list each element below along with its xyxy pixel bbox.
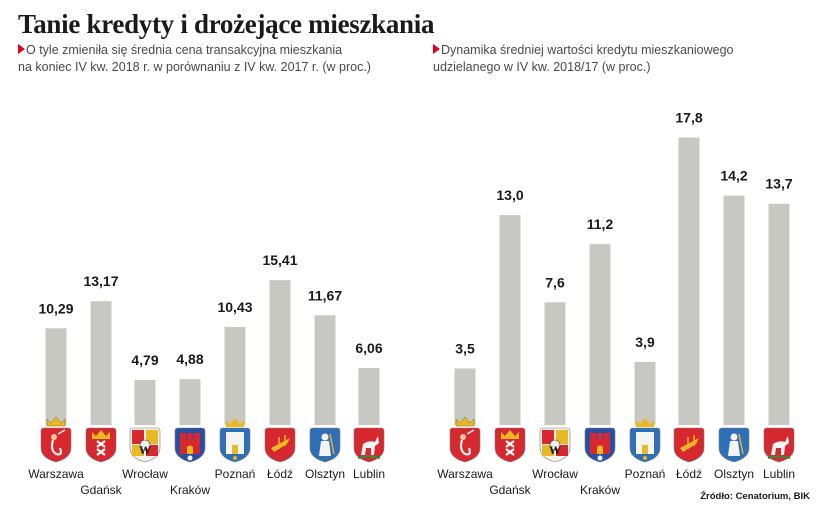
main-title: Tanie kredyty i drożejące mieszkania [18, 9, 435, 39]
right-category-label: Poznań [625, 467, 666, 481]
left-value-label: 10,43 [217, 299, 252, 315]
right-value-label: 13,7 [765, 176, 792, 192]
left-category-label: Poznań [215, 467, 256, 481]
left-bar [224, 326, 246, 425]
left-category-label: Kraków [170, 483, 210, 497]
right-bar [589, 244, 611, 425]
right-bar-group: 17,8 Łódź [673, 110, 705, 481]
right-bar [634, 362, 656, 425]
triangle-marker-icon [18, 44, 25, 54]
right-bar-group: 14,2 Olsztyn [714, 168, 754, 481]
left-value-label: 4,88 [176, 351, 203, 367]
right-bar-group: 13,7 Lublin [763, 176, 795, 481]
right-bar-group: 11,2 Kraków [580, 216, 620, 497]
left-bar-group: 4,79 W Wrocław [122, 352, 168, 481]
right-bar-group: 7,6 W Wrocław [532, 274, 578, 481]
lodz-crest-icon [264, 427, 296, 463]
right-bar-group: 3,9 Poznań [625, 334, 666, 481]
left-value-label: 13,17 [83, 273, 118, 289]
right-bar [768, 203, 790, 425]
left-value-label: 15,41 [262, 252, 297, 268]
left-category-label: Gdańsk [80, 483, 122, 497]
left-subtitle-line-2: na koniec IV kw. 2018 r. w porównaniu z … [18, 60, 371, 74]
right-chart-subtitle: Dynamika średniej wartości kredytu miesz… [433, 42, 733, 76]
right-bar [678, 137, 700, 425]
left-category-label: Wrocław [122, 467, 168, 481]
right-subtitle-line-2: udzielanego w IV kw. 2018/17 (w proc.) [433, 60, 651, 74]
right-value-label: 14,2 [720, 168, 747, 184]
left-bar [269, 280, 291, 425]
warszawa-crest-icon [40, 416, 72, 463]
gdansk-crest-icon [85, 427, 117, 463]
svg-text:W: W [548, 446, 561, 457]
olsztyn-crest-icon [309, 427, 341, 463]
wroclaw-crest-icon: W [539, 427, 571, 463]
left-bar-group: 4,88 Kraków [170, 351, 210, 497]
right-category-label: Łódź [676, 467, 702, 481]
left-value-label: 4,79 [131, 352, 158, 368]
left-bar-group: 11,67 Olsztyn [305, 287, 345, 481]
left-bar-group: 13,17 Gdańsk [80, 273, 122, 497]
left-bar [45, 328, 67, 425]
lublin-crest-icon [353, 427, 385, 463]
left-category-label: Warszawa [28, 467, 84, 481]
right-bar-group: 3,5 Warszawa [437, 340, 493, 481]
right-category-label: Lublin [763, 467, 795, 481]
right-subtitle-line-1: Dynamika średniej wartości kredytu miesz… [433, 42, 733, 59]
wroclaw-crest-icon: W [129, 427, 161, 463]
olsztyn-crest-icon [718, 427, 750, 463]
right-bar [544, 302, 566, 425]
krakow-crest-icon [174, 427, 206, 463]
right-value-label: 17,8 [675, 110, 702, 126]
triangle-marker-icon [433, 44, 440, 54]
right-value-label: 7,6 [545, 274, 565, 290]
left-value-label: 10,29 [38, 300, 73, 316]
right-bar [723, 195, 745, 425]
gdansk-crest-icon [494, 427, 526, 463]
left-category-label: Olsztyn [305, 467, 345, 481]
right-bar [454, 368, 476, 425]
left-bar-group: 15,41 Łódź [262, 252, 297, 481]
left-bar-group: 10,43 Poznań [215, 299, 256, 481]
left-subtitle-line-1: O tyle zmieniła się średnia cena transak… [18, 42, 371, 59]
left-category-label: Lublin [353, 467, 385, 481]
poznan-crest-icon [629, 418, 661, 463]
left-category-label: Łódź [267, 467, 293, 481]
right-category-label: Gdańsk [489, 483, 531, 497]
left-bar [134, 379, 156, 425]
krakow-crest-icon [584, 427, 616, 463]
left-chart-subtitle: O tyle zmieniła się średnia cena transak… [18, 42, 371, 76]
left-bar [179, 379, 201, 425]
right-value-label: 3,5 [455, 340, 475, 356]
right-value-label: 13,0 [496, 187, 523, 203]
left-bar [314, 315, 336, 425]
left-bar [90, 301, 112, 425]
right-category-label: Kraków [580, 483, 620, 497]
warszawa-crest-icon [449, 416, 481, 463]
left-bar [358, 368, 380, 425]
svg-text:W: W [138, 446, 151, 457]
poznan-crest-icon [219, 418, 251, 463]
right-category-label: Wrocław [532, 467, 578, 481]
right-value-label: 3,9 [635, 334, 655, 350]
right-bar-group: 13,0 Gdańsk [489, 187, 531, 497]
right-category-label: Warszawa [437, 467, 493, 481]
left-bar-group: 10,29 Warszawa [28, 300, 84, 481]
right-category-label: Olsztyn [714, 467, 754, 481]
right-bar [499, 215, 521, 425]
right-value-label: 11,2 [587, 216, 614, 232]
left-bar-group: 6,06 Lublin [353, 340, 385, 481]
left-value-label: 6,06 [355, 340, 382, 356]
left-value-label: 11,67 [308, 287, 342, 303]
lodz-crest-icon [673, 427, 705, 463]
source-note: Źródło: Cenatorium, BIK [700, 491, 810, 502]
lublin-crest-icon [763, 427, 795, 463]
